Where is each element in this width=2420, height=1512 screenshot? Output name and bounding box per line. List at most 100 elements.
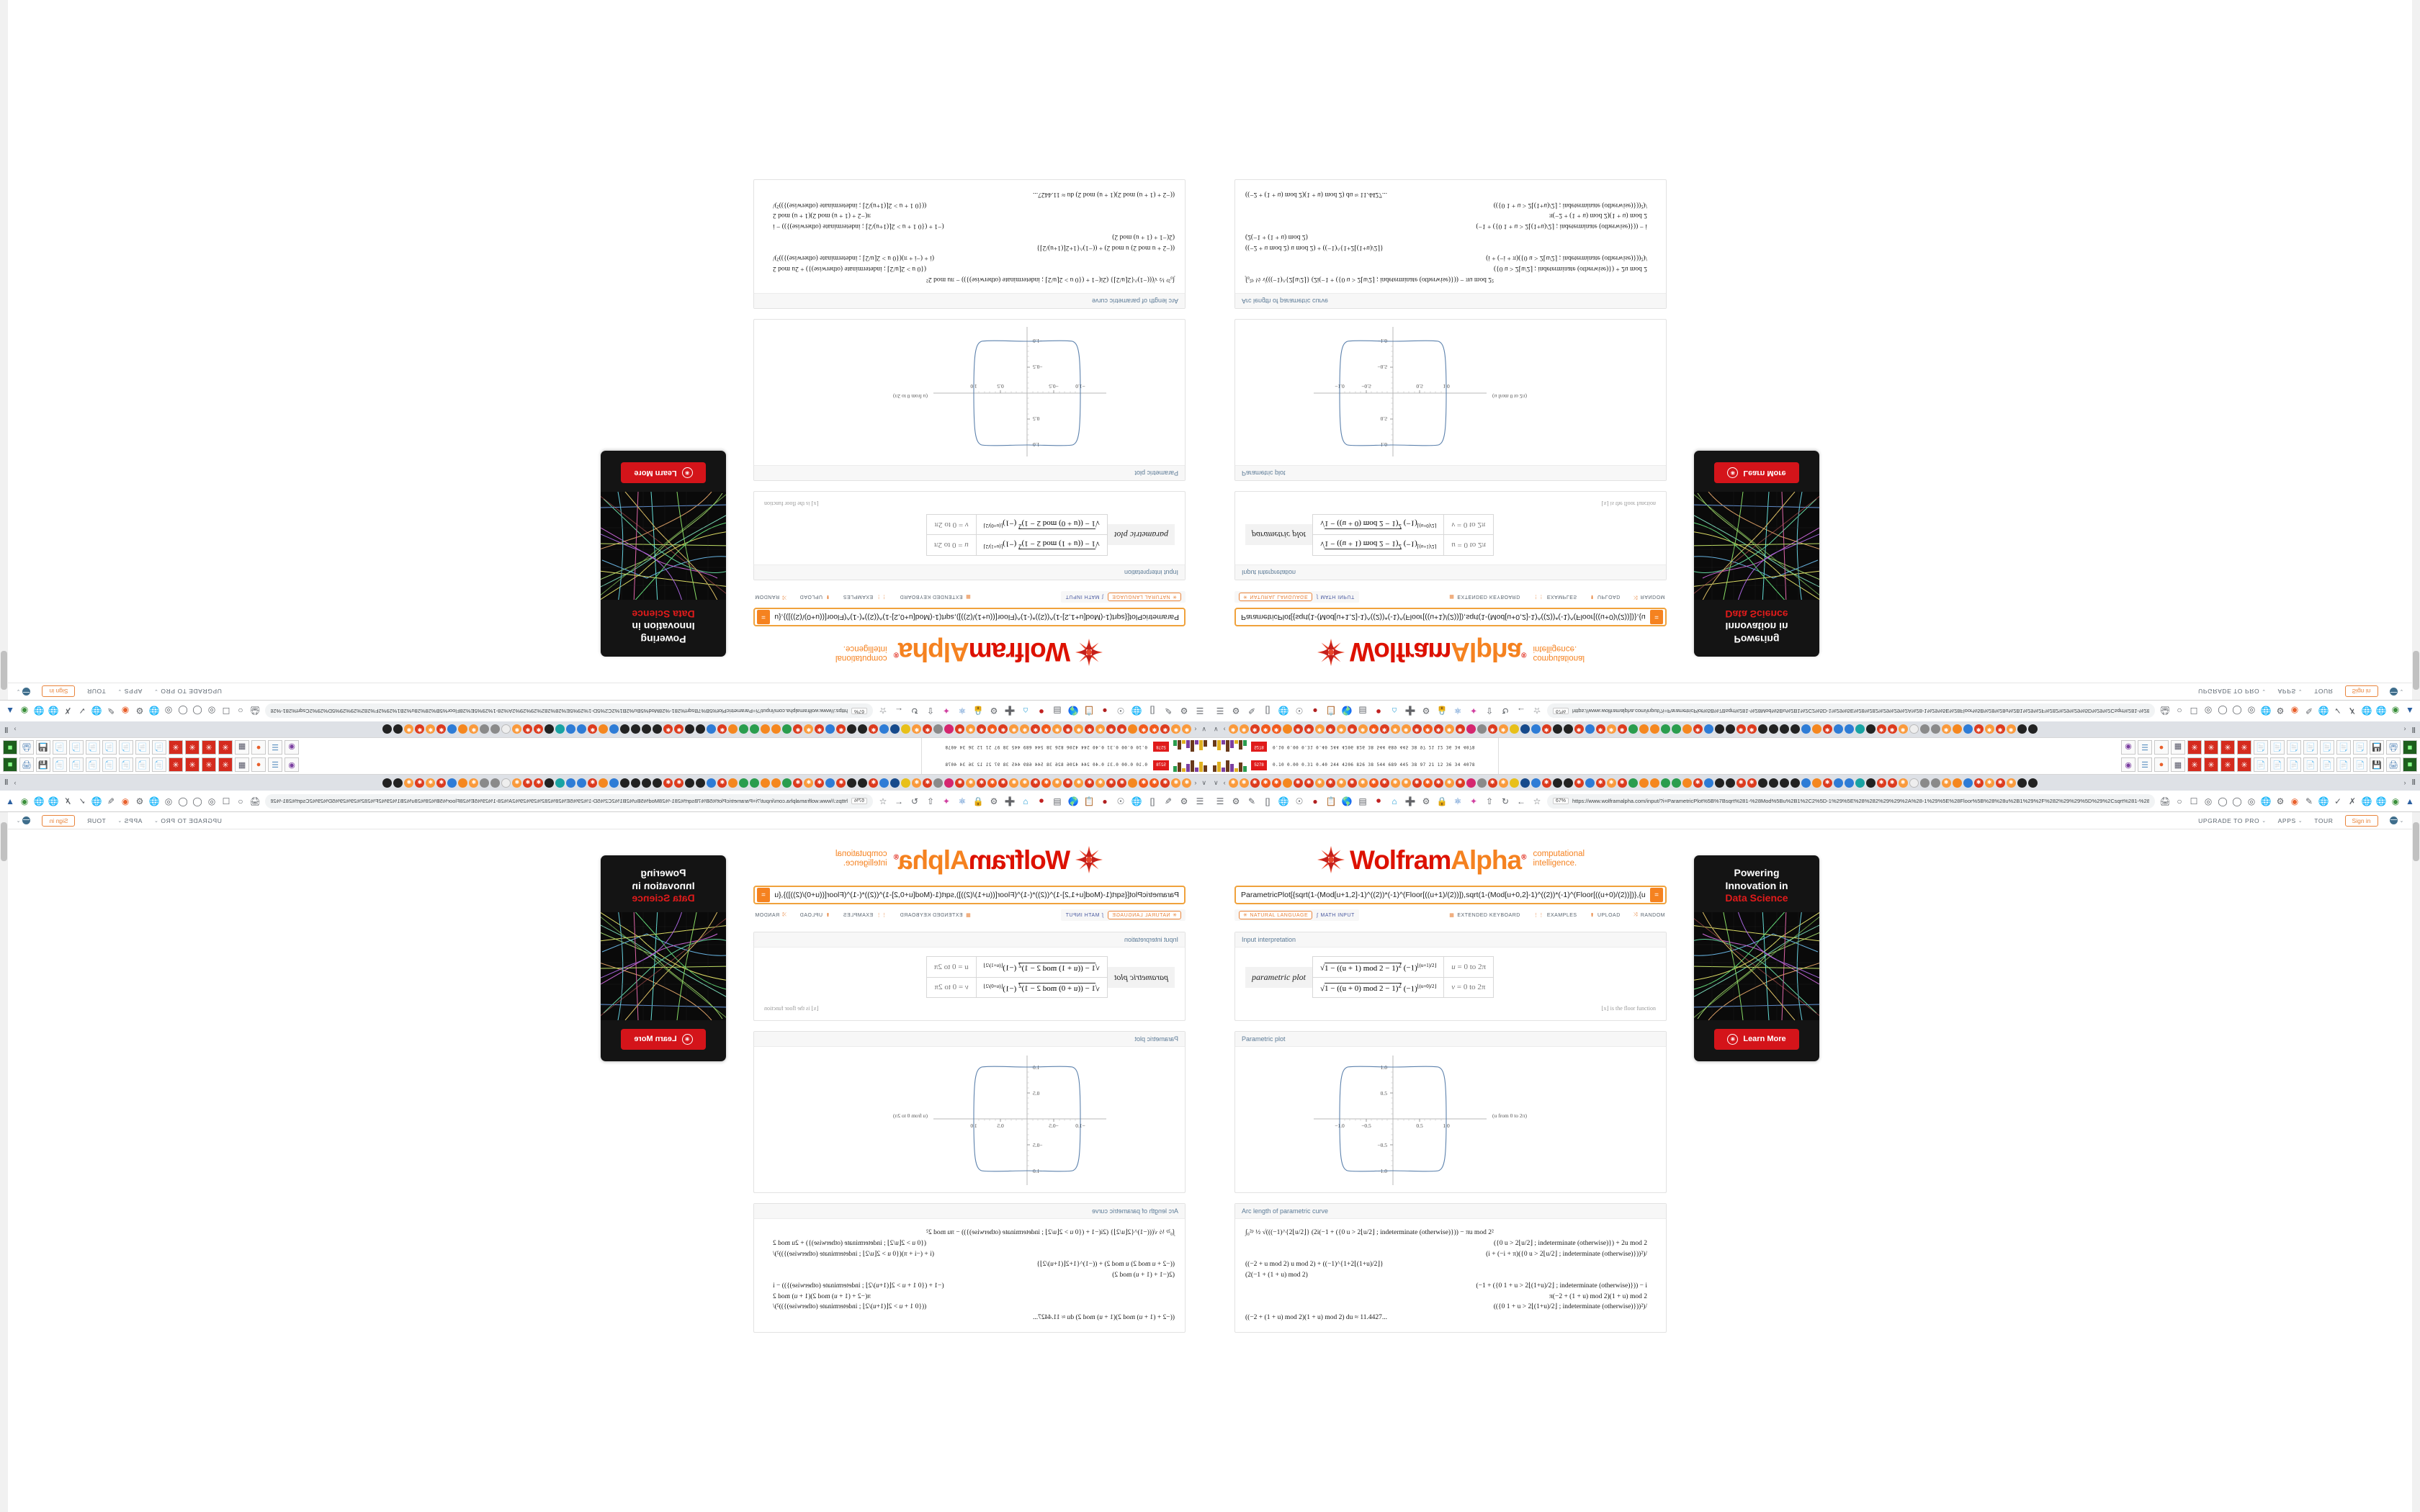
sign-in-button[interactable]: Sign in xyxy=(2344,814,2378,827)
input-mode-group[interactable]: ✳ NATURAL LANGUAGE ∫ MATH INPUT xyxy=(1061,591,1186,603)
upload-arrow-icon[interactable]: ⇧ xyxy=(926,796,935,806)
globe3-icon[interactable]: 🌐 xyxy=(2318,796,2329,806)
globe-grid-icon[interactable]: 🌐 xyxy=(1131,796,1142,806)
learn-more-button[interactable]: ✳ Learn More xyxy=(621,1028,706,1050)
tab-favicon[interactable] xyxy=(577,778,587,788)
app-icon-wolfram-3[interactable]: ✳ xyxy=(185,757,200,772)
app-icon-doc-7[interactable]: 📄 xyxy=(2353,740,2367,755)
tab-favicon[interactable]: ✱ xyxy=(2006,724,2016,734)
menu-icon[interactable]: ☰ xyxy=(1196,706,1204,716)
tab-favicon[interactable]: ✱ xyxy=(1358,724,1368,734)
upload-arrow-icon[interactable]: ⇧ xyxy=(926,706,935,716)
natural-language-button[interactable]: ✳ NATURAL LANGUAGE xyxy=(1239,593,1313,601)
adblock-icon[interactable]: ● xyxy=(1102,706,1108,716)
lock-icon[interactable]: 🔒 xyxy=(1436,796,1448,806)
tab-favicon[interactable] xyxy=(1649,778,1659,788)
tab-favicon[interactable] xyxy=(1639,778,1649,788)
dot-icon-1[interactable]: ◎ xyxy=(2204,796,2213,806)
tab-favicon[interactable]: ✱ xyxy=(534,778,544,788)
tab-favicon[interactable]: ✱ xyxy=(1020,778,1030,788)
language-selector[interactable]: ⌄ xyxy=(2389,688,2404,696)
app-icon-printer[interactable]: 🖨 xyxy=(2386,740,2401,755)
extension-icons[interactable]: 🖨 ○ ☐ ◎ ◯ ◯ ◎ 🌐 ⚙ ◉ ✎ 🌐 ✓ ✗ � xyxy=(2159,796,2416,806)
app-icon-device[interactable]: ▦ xyxy=(2171,757,2185,772)
tab-favicon[interactable] xyxy=(879,778,889,788)
globe4-icon[interactable]: 🌐 xyxy=(2361,706,2372,716)
tab-favicon[interactable]: ✱ xyxy=(1595,778,1605,788)
triangle-icon[interactable]: ▲ xyxy=(2406,796,2414,806)
tab-favicon[interactable]: ✱ xyxy=(1239,724,1249,734)
app-icon-doc-1[interactable]: 📄 xyxy=(2254,757,2268,772)
tab-favicon[interactable]: ✱ xyxy=(923,724,933,734)
tab-favicon[interactable] xyxy=(890,724,900,734)
bookmark-star-icon[interactable]: ☆ xyxy=(1533,706,1541,716)
zoom-level-indicator[interactable]: 67% xyxy=(1553,798,1569,804)
tab-favicon[interactable] xyxy=(1919,724,1930,734)
search-input[interactable] xyxy=(770,609,1184,625)
tab-scroll-left-icon[interactable]: ‹ xyxy=(1194,779,1197,786)
app-icon-wolfram-4[interactable]: ✳ xyxy=(2237,757,2251,772)
x-icon[interactable]: ✗ xyxy=(63,706,72,716)
tab-favicon[interactable]: ✱ xyxy=(1379,778,1389,788)
tab-favicon[interactable] xyxy=(1725,778,1735,788)
tab-favicon[interactable]: ✱ xyxy=(1574,724,1584,734)
checkmark-icon[interactable]: ✓ xyxy=(2334,796,2342,806)
tab-favicon[interactable]: ✱ xyxy=(1455,724,1465,734)
pencil2-icon[interactable]: ✎ xyxy=(107,796,115,806)
tab-favicon[interactable]: ✱ xyxy=(663,724,673,734)
tab-favicon[interactable]: ✱ xyxy=(815,778,825,788)
tab-favicon[interactable]: ✱ xyxy=(1617,778,1627,788)
learn-more-button[interactable]: ✳ Learn More xyxy=(1714,462,1799,484)
page-scrollbar[interactable] xyxy=(0,0,8,700)
tab-favicon[interactable]: ✱ xyxy=(1412,724,1422,734)
tab-favicon[interactable]: ✱ xyxy=(1368,724,1379,734)
tab-favicon[interactable]: ✱ xyxy=(674,724,684,734)
tab-favicon[interactable] xyxy=(609,724,619,734)
app-icon-browser[interactable]: ● xyxy=(251,740,266,755)
search-input[interactable] xyxy=(1236,887,1650,903)
search-actions[interactable]: ▦ EXTENDED KEYBOARD ⋮⋮ EXAMPLES ⬆ UPLOAD xyxy=(753,912,971,918)
tab-favicon-row[interactable]: ✱ ✱ ✱ ✱ ✱ ✱ ✱ ✱ ✱ ✱ ✱ ✱ ✱ ✱ ✱ ✱ ✱ ✱ ✱ ✱ ✱ ✱ ✱ ✱ ✱ ✱ ✱ ✱ ✱ ✱ ✱ ✱ ✱ ✱ ✱ ✱ ✱ ✱ ✱ ✱ xyxy=(1228,778,2401,788)
app-icon-doc-3[interactable]: 📄 xyxy=(119,757,133,772)
columns-icon[interactable]: ▤ xyxy=(1053,796,1062,806)
globe2-icon[interactable]: 🌐 xyxy=(2260,706,2272,716)
dot-icon-1[interactable]: ◎ xyxy=(207,706,216,716)
tab-favicon[interactable]: ✱ xyxy=(1973,724,1984,734)
dot-icon-4[interactable]: ◎ xyxy=(164,796,173,806)
sign-in-button[interactable]: Sign in xyxy=(2344,685,2378,698)
tab-favicon[interactable] xyxy=(1725,724,1735,734)
tab-favicon[interactable]: ✱ xyxy=(1052,778,1062,788)
tab-favicon[interactable]: ✱ xyxy=(1995,778,2005,788)
note-icon[interactable]: ☐ xyxy=(2190,706,2198,716)
tab-favicon[interactable] xyxy=(782,724,792,734)
app-icon-terminal[interactable]: ■ xyxy=(3,757,17,772)
tab-favicon[interactable] xyxy=(1865,778,1876,788)
tab-favicon[interactable] xyxy=(1628,778,1638,788)
extension-icons[interactable]: 🖨 ○ ☐ ◎ ◯ ◯ ◎ 🌐 ⚙ ◉ ✎ 🌐 ✓ ✗ � xyxy=(2159,706,2416,716)
tab-favicon[interactable] xyxy=(782,778,792,788)
tab-favicon[interactable]: ✱ xyxy=(1139,778,1149,788)
tab-favicon[interactable] xyxy=(1476,778,1487,788)
promo-ad-card[interactable]: Powering Innovation in Data Science xyxy=(1694,855,1819,1061)
tab-favicon[interactable] xyxy=(761,724,771,734)
tab-favicon[interactable]: ✱ xyxy=(717,724,727,734)
add-icon[interactable]: ➕ xyxy=(1004,796,1016,806)
bookmark-star-icon[interactable]: ☆ xyxy=(879,796,887,806)
app-icon-save[interactable]: 💾 xyxy=(2370,740,2384,755)
fingerprint-icon[interactable]: ☉ xyxy=(1295,796,1304,806)
globe-grid-icon[interactable]: 🌐 xyxy=(1278,706,1289,716)
menu-icon[interactable]: ☰ xyxy=(1216,796,1224,806)
tab-favicon[interactable] xyxy=(696,724,706,734)
tab-favicon[interactable]: ✱ xyxy=(998,724,1008,734)
zoom-level-indicator[interactable]: 67% xyxy=(1553,708,1569,714)
tab-favicon[interactable]: ✱ xyxy=(1182,724,1192,734)
tab-favicon[interactable]: ✱ xyxy=(1876,724,1886,734)
tab-favicon[interactable]: ✱ xyxy=(1822,724,1832,734)
random-button[interactable]: ⤨ RANDOM xyxy=(755,912,786,918)
pencil-icon[interactable]: ✎ xyxy=(1164,796,1173,806)
search-tools-row[interactable]: ✳ NATURAL LANGUAGE ∫ MATH INPUT xyxy=(753,909,1186,922)
app-icon-wolfram-2[interactable]: ✳ xyxy=(2204,740,2218,755)
tab-favicon[interactable]: ✱ xyxy=(1498,778,1508,788)
tab-favicon[interactable]: ✱ xyxy=(1606,778,1616,788)
tab-favicon[interactable]: ✱ xyxy=(436,778,447,788)
